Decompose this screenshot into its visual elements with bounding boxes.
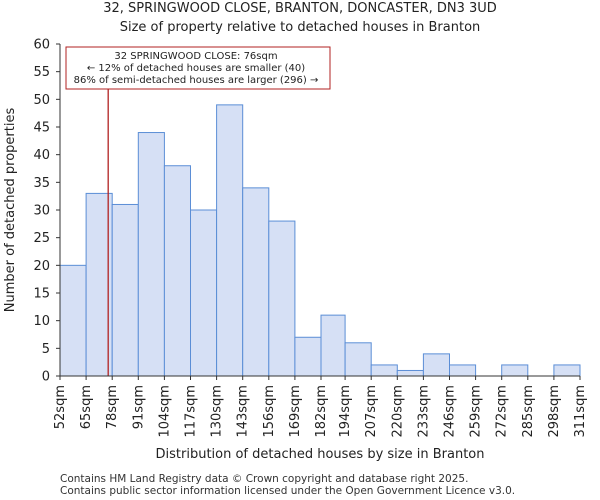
x-tick-label-104sqm: 104sqm xyxy=(157,385,172,438)
x-tick-label-246sqm: 246sqm xyxy=(442,385,457,438)
x-tick-label-65sqm: 65sqm xyxy=(79,385,94,429)
bar-78sqm xyxy=(111,203,139,377)
y-tick-label-35: 35 xyxy=(33,176,50,191)
y-tick-label-45: 45 xyxy=(33,121,50,136)
y-tick-label-25: 25 xyxy=(33,231,50,246)
x-tick-label-220sqm: 220sqm xyxy=(390,385,405,438)
bar-169sqm xyxy=(294,336,322,377)
bar-143sqm xyxy=(242,187,270,377)
y-tick-label-30: 30 xyxy=(33,204,50,219)
footer-line-2: Contains public sector information licen… xyxy=(60,485,516,497)
x-tick-label-52sqm: 52sqm xyxy=(53,385,68,429)
x-tick-label-117sqm: 117sqm xyxy=(184,385,199,438)
bar-246sqm xyxy=(448,364,477,377)
bar-220sqm xyxy=(396,369,424,377)
annotation-box xyxy=(65,46,331,90)
bar-272sqm xyxy=(501,364,529,377)
x-ticks-group: 52sqm 65sqm 78sqm 91sqm 104sqm 117sqm 130sqm 14… xyxy=(53,376,588,438)
x-tick-label-272sqm: 272sqm xyxy=(495,385,510,438)
y-tick-label-20: 20 xyxy=(33,259,50,274)
bar-156sqm xyxy=(268,220,296,377)
x-axis-label: Distribution of detached houses by size … xyxy=(156,447,485,462)
y-tick-label-10: 10 xyxy=(33,314,50,329)
x-tick-label-78sqm: 78sqm xyxy=(105,385,120,429)
bar-91sqm xyxy=(137,132,165,377)
annotation-line-1: 32 SPRINGWOOD CLOSE: 76sqm xyxy=(114,51,277,62)
bar-233sqm xyxy=(422,353,450,377)
bar-298sqm xyxy=(553,364,581,377)
x-tick-label-311sqm: 311sqm xyxy=(573,385,588,438)
x-tick-label-207sqm: 207sqm xyxy=(364,385,379,438)
x-tick-label-130sqm: 130sqm xyxy=(210,385,225,438)
y-tick-label-55: 55 xyxy=(33,65,50,80)
y-tick-label-40: 40 xyxy=(33,148,50,163)
y-axis-label: Number of detached properties xyxy=(3,108,18,313)
y-tick-label-50: 50 xyxy=(33,93,50,108)
x-tick-label-298sqm: 298sqm xyxy=(547,385,562,438)
annotation-group: 32 SPRINGWOOD CLOSE: 76sqm← 12% of detac… xyxy=(65,46,331,90)
x-tick-label-156sqm: 156sqm xyxy=(262,385,277,438)
x-tick-label-169sqm: 169sqm xyxy=(288,385,303,438)
y-tick-label-15: 15 xyxy=(33,287,50,302)
x-tick-label-182sqm: 182sqm xyxy=(314,385,329,438)
x-tick-label-91sqm: 91sqm xyxy=(131,385,146,429)
bar-117sqm xyxy=(190,209,218,377)
bar-130sqm xyxy=(216,104,244,377)
bars-group xyxy=(59,104,581,377)
x-tick-label-259sqm: 259sqm xyxy=(469,385,484,438)
x-tick-label-233sqm: 233sqm xyxy=(416,385,431,438)
y-tick-label-0: 0 xyxy=(42,370,50,385)
x-tick-label-285sqm: 285sqm xyxy=(521,385,536,438)
bar-52sqm xyxy=(59,264,87,377)
bar-182sqm xyxy=(320,314,346,377)
y-tick-label-5: 5 xyxy=(42,342,50,357)
y-ticks-group: 0 5 10 15 20 25 30 35 40 45 50 55 60 xyxy=(33,38,60,385)
histogram-chart: 32 SPRINGWOOD CLOSE: 76sqm← 12% of detac… xyxy=(3,38,588,463)
annotation-line-2: ← 12% of detached houses are smaller (40… xyxy=(87,63,305,74)
chart-title: 32, SPRINGWOOD CLOSE, BRANTON, DONCASTER… xyxy=(103,1,497,16)
y-tick-label-60: 60 xyxy=(33,38,50,53)
x-tick-label-194sqm: 194sqm xyxy=(338,385,353,438)
annotation-line-3: 86% of semi-detached houses are larger (… xyxy=(74,75,319,86)
x-tick-label-143sqm: 143sqm xyxy=(236,385,251,438)
bar-207sqm xyxy=(370,364,398,377)
bar-194sqm xyxy=(344,342,372,377)
footer-line-1: Contains HM Land Registry data © Crown c… xyxy=(60,473,469,485)
bar-104sqm xyxy=(163,165,192,377)
chart-subtitle: Size of property relative to detached ho… xyxy=(119,20,481,35)
